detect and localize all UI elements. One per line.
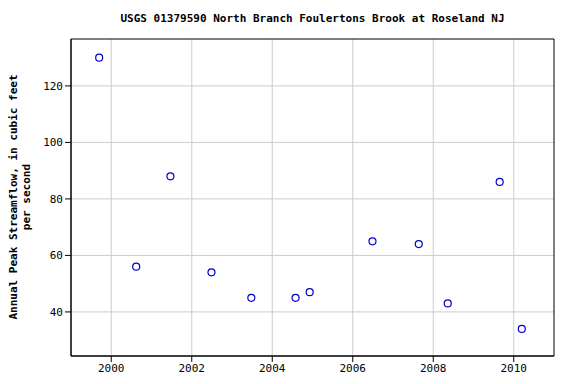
svg-text:2008: 2008 bbox=[420, 362, 447, 375]
html-text:Annual Peak Streamflow, in cub: Annual Peak Streamflow, in cubic feet pe… bbox=[7, 74, 33, 320]
svg-text:100: 100 bbox=[43, 136, 63, 149]
svg-text:2010: 2010 bbox=[501, 362, 528, 375]
svg-text:120: 120 bbox=[43, 80, 63, 93]
svg-text:40: 40 bbox=[50, 306, 63, 319]
svg-text:2000: 2000 bbox=[98, 362, 125, 375]
svg-text:80: 80 bbox=[50, 193, 63, 206]
svg-text:2006: 2006 bbox=[340, 362, 367, 375]
svg-text:2002: 2002 bbox=[179, 362, 206, 375]
svg-text:2004: 2004 bbox=[259, 362, 286, 375]
svg-text:60: 60 bbox=[50, 249, 63, 262]
html-text:USGS 01379590 North Branch Fou: USGS 01379590 North Branch Foulertons Br… bbox=[120, 12, 505, 25]
